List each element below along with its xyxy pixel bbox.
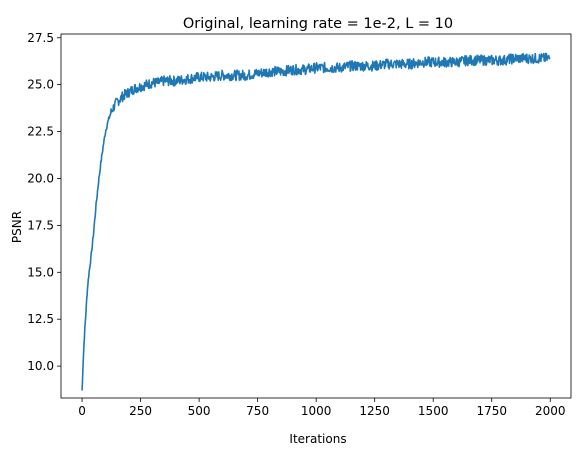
y-tick-label: 22.5: [27, 125, 54, 139]
y-tick-label: 27.5: [27, 31, 54, 45]
y-tick-label: 17.5: [27, 218, 54, 232]
plot-area: [81, 52, 551, 391]
y-axis-ticks: 10.0 12.5 15.0 17.5 20.0 22.5 25.0 27.5: [27, 31, 61, 373]
y-axis-label: PSNR: [10, 211, 24, 243]
y-tick-label: 15.0: [27, 265, 54, 279]
x-tick-label: 1500: [418, 404, 449, 418]
x-tick-label: 1250: [359, 404, 390, 418]
x-tick-label: 500: [188, 404, 211, 418]
y-tick-label: 12.5: [27, 312, 54, 326]
x-tick-label: 250: [129, 404, 152, 418]
x-axis-ticks: 0 250 500 750 1000 1250 1500 1750 2000: [78, 398, 566, 418]
chart-title: Original, learning rate = 1e-2, L = 10: [183, 16, 453, 32]
x-tick-label: 1000: [301, 404, 332, 418]
x-tick-label: 750: [246, 404, 269, 418]
x-tick-label: 0: [78, 404, 86, 418]
x-tick-label: 1750: [476, 404, 507, 418]
axes-frame: [60, 33, 572, 399]
x-axis-label: Iterations: [289, 432, 346, 446]
y-tick-label: 25.0: [27, 78, 54, 92]
y-tick-label: 20.0: [27, 171, 54, 185]
psnr-series-line: [81, 52, 551, 391]
y-tick-label: 10.0: [27, 359, 54, 373]
x-tick-label: 2000: [535, 404, 566, 418]
